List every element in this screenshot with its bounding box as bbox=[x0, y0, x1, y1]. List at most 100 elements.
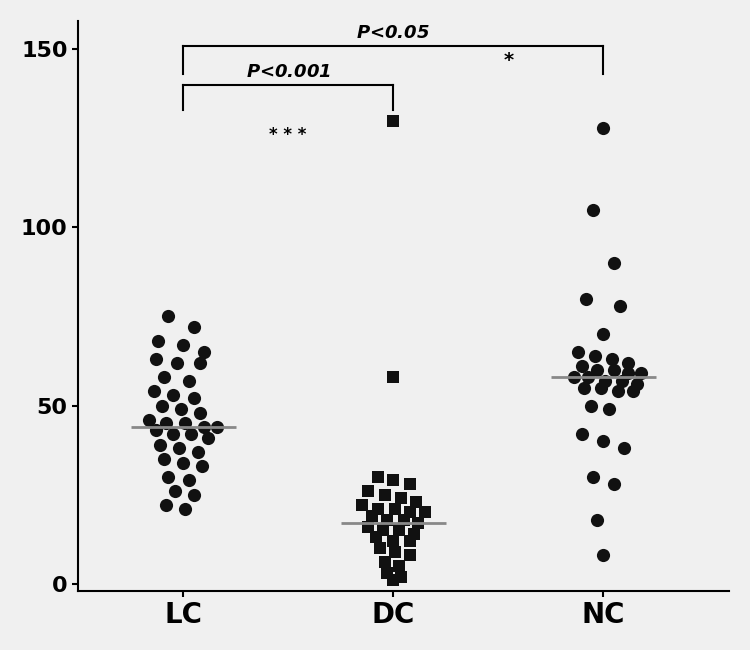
Point bbox=[419, 507, 430, 517]
Point bbox=[175, 404, 187, 414]
Point bbox=[177, 458, 189, 468]
Point bbox=[597, 436, 609, 447]
Point bbox=[148, 386, 160, 396]
Point bbox=[162, 471, 174, 482]
Point bbox=[150, 354, 162, 365]
Point bbox=[410, 497, 422, 507]
Point bbox=[158, 372, 170, 382]
Point bbox=[196, 461, 208, 471]
Point bbox=[586, 204, 598, 214]
Point bbox=[160, 418, 172, 428]
Point bbox=[188, 489, 200, 500]
Point bbox=[395, 571, 407, 582]
Point bbox=[387, 575, 399, 585]
Point bbox=[381, 514, 393, 525]
Point bbox=[192, 447, 204, 457]
Point bbox=[143, 415, 155, 425]
Point bbox=[576, 429, 588, 439]
Point bbox=[622, 358, 634, 368]
Point bbox=[202, 432, 214, 443]
Point bbox=[597, 329, 609, 339]
Point bbox=[188, 322, 200, 332]
Point bbox=[373, 504, 385, 514]
Point bbox=[183, 376, 195, 386]
Point bbox=[586, 471, 598, 482]
Point bbox=[177, 340, 189, 350]
Point bbox=[604, 404, 616, 414]
Point bbox=[404, 478, 416, 489]
Point bbox=[408, 528, 420, 539]
Point bbox=[188, 393, 200, 404]
Point bbox=[160, 500, 172, 510]
Point bbox=[578, 382, 590, 393]
Point bbox=[198, 422, 210, 432]
Point bbox=[179, 418, 191, 428]
Point bbox=[379, 557, 391, 567]
Point bbox=[370, 532, 382, 543]
Point bbox=[622, 369, 634, 379]
Point bbox=[572, 347, 584, 358]
Point bbox=[373, 471, 385, 482]
Point bbox=[597, 550, 609, 560]
Point bbox=[387, 536, 399, 546]
Point bbox=[387, 372, 399, 382]
Point bbox=[171, 358, 183, 368]
Point bbox=[618, 443, 630, 454]
Point bbox=[150, 425, 162, 436]
Point bbox=[169, 486, 181, 496]
Point bbox=[394, 560, 406, 571]
Point bbox=[413, 518, 424, 528]
Point bbox=[162, 311, 174, 322]
Point bbox=[626, 386, 638, 396]
Point bbox=[583, 372, 595, 382]
Point bbox=[608, 258, 619, 268]
Point bbox=[194, 408, 206, 418]
Point bbox=[568, 372, 580, 382]
Point bbox=[580, 293, 592, 304]
Point bbox=[404, 536, 416, 546]
Point bbox=[599, 376, 611, 386]
Point bbox=[395, 493, 407, 503]
Point bbox=[362, 521, 374, 532]
Point bbox=[398, 514, 410, 525]
Point bbox=[576, 361, 588, 372]
Text: * * *: * * * bbox=[269, 126, 307, 144]
Point bbox=[389, 504, 401, 514]
Point bbox=[179, 504, 191, 514]
Point bbox=[612, 386, 624, 396]
Point bbox=[608, 365, 619, 375]
Text: $\bfit{P}$<0.05: $\bfit{P}$<0.05 bbox=[356, 24, 430, 42]
Point bbox=[589, 350, 601, 361]
Text: $\bfit{P}$<0.001: $\bfit{P}$<0.001 bbox=[245, 64, 331, 81]
Point bbox=[379, 489, 391, 500]
Point bbox=[381, 567, 393, 578]
Point bbox=[591, 514, 603, 525]
Point bbox=[614, 300, 626, 311]
Point bbox=[211, 422, 223, 432]
Point bbox=[608, 478, 619, 489]
Point bbox=[591, 365, 603, 375]
Point bbox=[183, 475, 195, 486]
Point bbox=[387, 115, 399, 125]
Point bbox=[595, 382, 607, 393]
Point bbox=[389, 547, 401, 557]
Point bbox=[194, 358, 206, 368]
Point bbox=[154, 439, 166, 450]
Point bbox=[635, 369, 647, 379]
Point bbox=[185, 429, 197, 439]
Point bbox=[158, 454, 170, 464]
Point bbox=[374, 543, 386, 553]
Point bbox=[356, 500, 368, 510]
Point bbox=[404, 507, 416, 517]
Point bbox=[616, 376, 628, 386]
Point bbox=[172, 443, 184, 454]
Point bbox=[362, 486, 374, 496]
Point bbox=[394, 525, 406, 536]
Text: *: * bbox=[503, 51, 514, 70]
Point bbox=[584, 400, 596, 411]
Point bbox=[156, 400, 168, 411]
Point bbox=[387, 475, 399, 486]
Point bbox=[198, 347, 210, 358]
Point bbox=[166, 389, 178, 400]
Point bbox=[605, 354, 617, 365]
